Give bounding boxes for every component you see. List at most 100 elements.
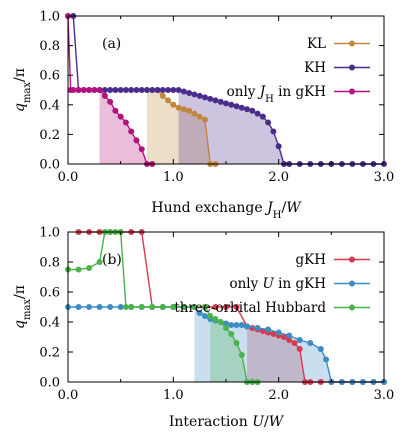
y-axis-label-slash: / — [12, 77, 28, 82]
legend-label-0: gKH — [295, 252, 326, 268]
data-point-s0-3 — [159, 92, 166, 99]
data-point-s2-10 — [138, 304, 145, 310]
y-tick-label: 0.0 — [39, 376, 60, 391]
data-point-s0-4 — [165, 97, 172, 104]
data-point-s1-31 — [228, 101, 235, 108]
x-tick-label: 3.0 — [374, 170, 395, 185]
x-axis-label-var: U — [252, 414, 265, 430]
data-point-s2-6 — [91, 87, 98, 93]
legend-marker-1 — [349, 64, 355, 71]
data-point-s2-9 — [128, 304, 135, 310]
data-point-s1-21 — [175, 87, 182, 93]
y-axis-label-tail: π — [12, 285, 28, 294]
data-point-s1-9 — [112, 87, 119, 93]
y-axis-label: qmax/π — [12, 68, 33, 112]
y-tick-label: 0.0 — [39, 158, 60, 173]
x-tick-label: 2.0 — [268, 388, 289, 403]
panel-label: (b) — [102, 252, 122, 268]
data-point-s1-36 — [254, 110, 261, 117]
data-point-s1-26 — [286, 332, 293, 339]
legend-label-2-tail: in gKH — [274, 84, 326, 100]
data-point-s1-37 — [259, 113, 266, 120]
y-tick-label: 0.8 — [39, 39, 60, 54]
x-axis-label-slash: / — [264, 414, 269, 430]
data-point-s0-6 — [175, 104, 182, 111]
data-point-s2-11 — [117, 113, 124, 120]
data-point-s1-15 — [144, 87, 150, 93]
x-axis-label: Interaction U/W — [169, 414, 285, 430]
data-point-s1-8 — [107, 87, 114, 93]
data-point-s2-12 — [159, 304, 166, 310]
data-point-s2-10 — [112, 107, 119, 114]
data-point-s2-15 — [138, 146, 145, 153]
y-axis-label-sub: max — [22, 299, 33, 320]
data-point-s1-16 — [149, 87, 156, 93]
data-point-s1-14 — [138, 87, 145, 93]
y-tick-label: 0.2 — [39, 346, 60, 361]
data-point-s0-14 — [223, 304, 229, 310]
data-point-s1-22 — [180, 88, 187, 95]
legend-marker-0 — [349, 40, 355, 47]
x-tick-label: 3.0 — [374, 388, 395, 403]
y-tick-label: 0.2 — [39, 128, 60, 143]
data-point-s1-18 — [223, 320, 229, 327]
data-point-s1-11 — [122, 87, 129, 93]
data-point-s2-3 — [96, 259, 103, 265]
data-point-s1-1 — [75, 304, 82, 310]
data-point-s2-4 — [80, 87, 87, 93]
x-axis-label-var: J — [264, 200, 274, 216]
fill-region-1 — [178, 90, 284, 164]
data-point-s1-3 — [96, 304, 103, 310]
data-point-s2-17 — [207, 313, 214, 319]
y-tick-label: 0.6 — [39, 286, 60, 301]
legend-label-1: only U in gKH — [229, 276, 326, 292]
x-tick-label: 0.0 — [58, 170, 79, 185]
data-point-s1-29 — [317, 346, 324, 352]
y-axis-label-sub: max — [22, 82, 33, 103]
data-point-s1-14 — [201, 313, 208, 319]
x-tick-label: 1.0 — [163, 170, 184, 185]
data-point-s2-3 — [75, 87, 82, 93]
y-axis-label-var: q — [12, 103, 28, 112]
fill-region-0 — [247, 326, 305, 382]
legend-label-2: only JH in gKH — [227, 84, 327, 105]
data-point-s1-12 — [128, 87, 135, 93]
data-point-s2-23 — [238, 352, 245, 358]
legend-label-1-tail: in gKH — [274, 276, 326, 292]
data-point-s1-18 — [159, 87, 166, 93]
data-point-s1-30 — [223, 100, 229, 107]
legend-marker-2 — [349, 88, 355, 95]
y-tick-label: 0.4 — [39, 98, 60, 113]
data-point-s2-8 — [101, 92, 108, 99]
x-axis-label-tail: W — [269, 414, 285, 430]
data-point-s2-15 — [191, 304, 198, 310]
legend-marker-1 — [349, 280, 355, 287]
data-point-s2-2 — [70, 87, 77, 93]
x-axis-label-main: Hund exchange — [151, 200, 267, 216]
data-point-s2-16 — [201, 304, 208, 310]
data-point-s0-15 — [233, 304, 240, 310]
data-point-s1-25 — [196, 92, 203, 99]
data-point-s2-18 — [212, 316, 219, 322]
data-point-s1-30 — [323, 356, 330, 363]
data-point-s2-22 — [233, 340, 240, 346]
data-point-s1-4 — [107, 304, 114, 310]
data-point-s1-38 — [265, 119, 272, 126]
legend-marker-2 — [349, 304, 355, 311]
data-point-s1-23 — [186, 89, 193, 96]
data-point-s1-39 — [270, 128, 277, 135]
data-point-s2-21 — [228, 331, 235, 337]
data-point-s2-13 — [170, 304, 177, 310]
data-point-s1-40 — [275, 143, 282, 150]
data-point-s2-14 — [133, 137, 140, 144]
data-point-s1-28 — [212, 97, 219, 104]
fill-region-2 — [210, 316, 248, 382]
x-axis-label-sub: H — [273, 210, 282, 221]
data-point-s1-24 — [191, 91, 198, 98]
x-axis-label-main: Interaction — [169, 414, 252, 430]
data-point-s1-27 — [296, 337, 303, 343]
legend-label-2-var: J — [257, 84, 267, 100]
data-point-s1-20 — [233, 322, 240, 328]
data-point-s1-24 — [265, 326, 272, 333]
